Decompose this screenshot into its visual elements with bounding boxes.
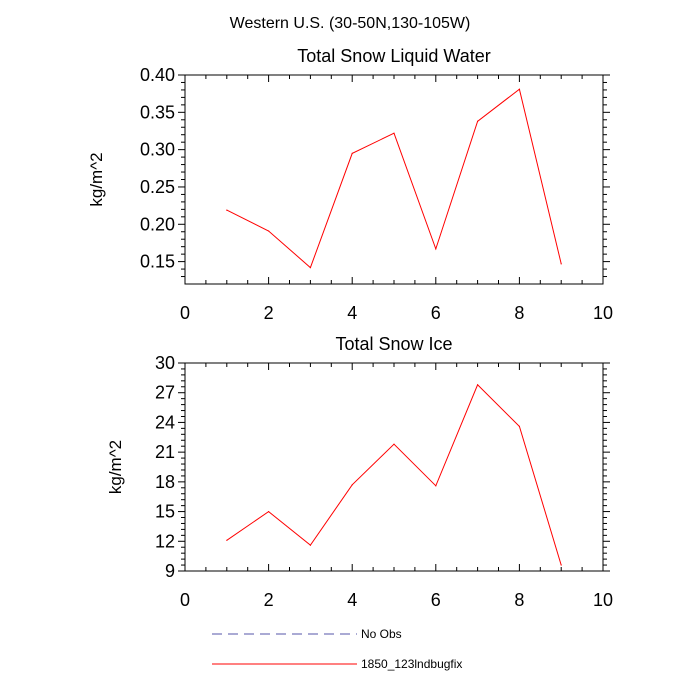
y-tick-label: 0.20: [140, 214, 175, 234]
y-tick-label: 0.30: [140, 140, 175, 160]
data-point: [477, 384, 479, 386]
x-tick-label: 10: [593, 590, 613, 610]
legend: No Obs 1850_123lndbugfix: [212, 627, 462, 671]
legend-label: 1850_123lndbugfix: [361, 657, 462, 671]
data-point: [560, 564, 562, 566]
data-point: [309, 544, 311, 546]
figure-suptitle: Western U.S. (30-50N,130-105W): [230, 15, 471, 32]
data-point: [309, 266, 311, 269]
data-point: [393, 132, 395, 134]
data-point: [435, 248, 437, 250]
data-point: [435, 485, 437, 487]
x-tick-label: 0: [180, 590, 190, 610]
data-point: [351, 484, 353, 486]
data-point: [518, 425, 521, 427]
x-tick-label: 4: [347, 590, 357, 610]
y-tick-label: 0.15: [140, 252, 175, 272]
y-tick-label: 18: [155, 472, 175, 492]
x-tick-label: 6: [431, 303, 441, 323]
legend-label: No Obs: [361, 627, 402, 641]
data-point: [518, 88, 521, 90]
y-axis-label: kg/m^2: [87, 152, 106, 206]
plot-frame: [184, 362, 604, 572]
chart-title: Total Snow Ice: [335, 334, 452, 354]
y-tick-label: 0.40: [140, 65, 175, 85]
series-line: [226, 88, 562, 269]
x-tick-label: 0: [180, 303, 190, 323]
y-tick-label: 27: [155, 383, 175, 403]
x-tick-label: 8: [514, 590, 524, 610]
data-point: [226, 539, 228, 541]
y-tick-label: 0.25: [140, 177, 175, 197]
data-point: [226, 209, 228, 211]
x-tick-label: 2: [264, 590, 274, 610]
y-tick-label: 30: [155, 353, 175, 373]
data-point: [351, 152, 353, 154]
y-tick-label: 15: [155, 502, 175, 522]
y-tick-label: 9: [165, 561, 175, 581]
y-axis-label: kg/m^2: [106, 440, 125, 494]
data-point: [268, 510, 270, 513]
data-point: [477, 120, 479, 122]
x-tick-label: 10: [593, 303, 613, 323]
x-tick-label: 2: [264, 303, 274, 323]
chart-panel-1: Total Snow Liquid Water kg/m^2 0 2 4 6 8 10 0.15…: [87, 46, 613, 323]
data-point: [560, 263, 562, 265]
series-line: [226, 383, 562, 566]
x-tick-label: 6: [431, 590, 441, 610]
chart-title: Total Snow Liquid Water: [297, 46, 490, 66]
y-tick-label: 0.35: [140, 102, 175, 122]
data-point: [393, 443, 395, 445]
y-tick-label: 24: [155, 412, 175, 432]
y-tick-label: 12: [155, 531, 175, 551]
x-tick-label: 8: [514, 303, 524, 323]
x-tick-label: 4: [347, 303, 357, 323]
plot-frame: [184, 74, 604, 285]
data-point: [268, 230, 270, 232]
y-tick-label: 21: [155, 442, 175, 462]
